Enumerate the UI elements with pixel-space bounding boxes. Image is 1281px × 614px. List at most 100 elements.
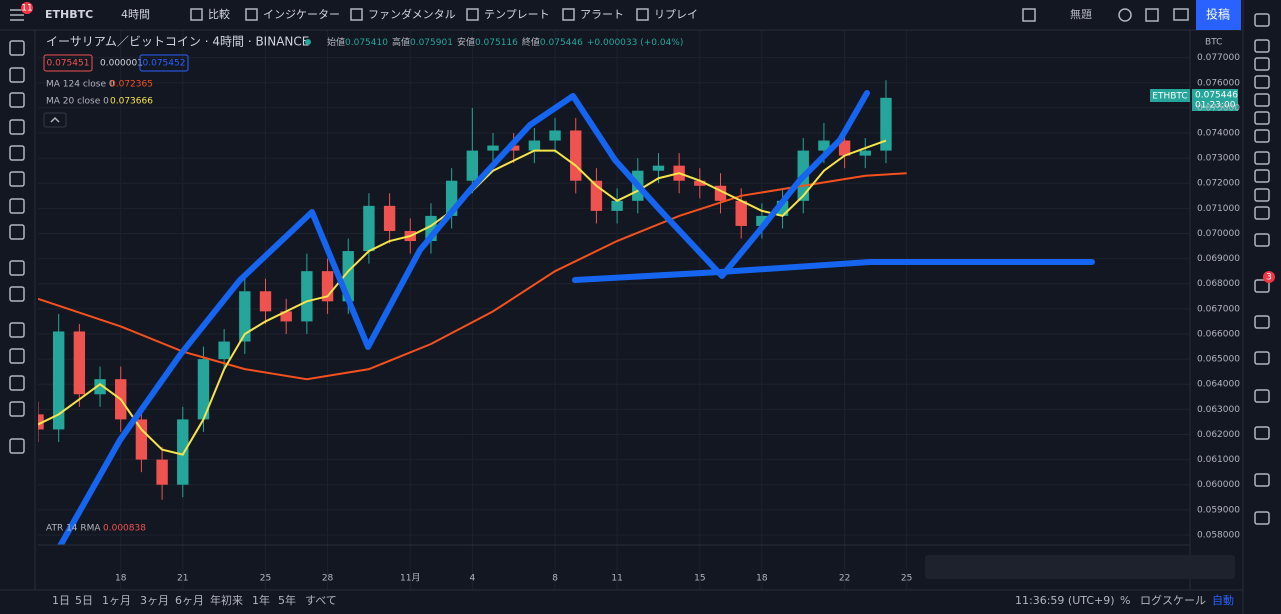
- sidebar-icon[interactable]: [1254, 315, 1270, 329]
- sidebar-icon[interactable]: [1254, 206, 1270, 220]
- tool-icon[interactable]: [9, 67, 25, 83]
- y-tick-label: 0.075000: [1197, 103, 1240, 113]
- auto-toggle[interactable]: 自動: [1212, 593, 1234, 607]
- ohlc-label: 終値: [522, 36, 540, 48]
- candle-body: [239, 291, 251, 342]
- sidebar-icon[interactable]: [1254, 351, 1270, 365]
- range-button[interactable]: 1日: [52, 594, 70, 607]
- sidebar-icon[interactable]: [1254, 473, 1270, 487]
- symbol[interactable]: ETHBTC: [45, 8, 93, 21]
- x-tick-label: 25: [901, 574, 912, 584]
- range-button[interactable]: 1ヶ月: [102, 594, 131, 607]
- range-button[interactable]: 5年: [278, 593, 296, 607]
- toolbar-item[interactable]: テンプレート: [484, 8, 550, 21]
- toolbar-item[interactable]: ファンダメンタル: [368, 7, 456, 21]
- candle-body: [611, 200, 623, 211]
- indicator-value: 0.072365: [110, 80, 153, 90]
- collapse-button[interactable]: [43, 112, 67, 128]
- currency[interactable]: BTC: [1205, 38, 1222, 48]
- percent-toggle[interactable]: %: [1120, 594, 1130, 607]
- sidebar-icon[interactable]: [1254, 188, 1270, 202]
- range-button[interactable]: 年初来: [210, 593, 243, 607]
- range-button[interactable]: すべて: [305, 594, 337, 607]
- candle-body: [445, 180, 458, 216]
- range-button[interactable]: 6ヶ月: [175, 594, 204, 607]
- sidebar-icon[interactable]: [1254, 111, 1270, 125]
- tool-icon[interactable]: [9, 171, 25, 187]
- y-tick-label: 0.069000: [1197, 254, 1240, 264]
- tool-icon[interactable]: [9, 322, 25, 338]
- clock: 11:36:59 (UTC+9): [1015, 594, 1115, 607]
- ask-box[interactable]: [139, 54, 189, 72]
- ask[interactable]: 0.075452: [143, 59, 186, 69]
- bid-box[interactable]: [43, 54, 93, 72]
- sidebar-icon[interactable]: [1254, 279, 1270, 293]
- tool-icon[interactable]: [9, 119, 25, 135]
- chart-title: イーサリアム／ビットコイン · 4時間 · BINANCE: [46, 35, 309, 49]
- sidebar-icon[interactable]: [1254, 426, 1270, 440]
- tool-icon[interactable]: [9, 224, 25, 240]
- sidebar-icon[interactable]: [1254, 75, 1270, 89]
- range-button[interactable]: 1年: [252, 593, 270, 607]
- atr-value: 0.000838: [103, 524, 146, 534]
- tool-icon[interactable]: [9, 375, 25, 391]
- sidebar-icon[interactable]: [1254, 511, 1270, 525]
- item-icon[interactable]: [562, 8, 575, 21]
- interval[interactable]: 4時間: [121, 8, 150, 21]
- ohlc-value: 0.075116: [475, 38, 518, 48]
- item-icon[interactable]: [466, 8, 479, 21]
- tool-icon[interactable]: [9, 92, 25, 108]
- sidebar-icon[interactable]: [1254, 151, 1270, 165]
- layout-name[interactable]: 無題: [1070, 7, 1092, 21]
- item-icon[interactable]: [245, 8, 258, 21]
- sidebar-icon[interactable]: [1254, 39, 1270, 53]
- range-button[interactable]: 3ヶ月: [140, 594, 169, 607]
- indicator-value: 0.073666: [110, 97, 153, 107]
- toolbar-item[interactable]: リプレイ: [654, 8, 698, 21]
- toolbar-item[interactable]: アラート: [580, 8, 624, 21]
- tool-icon[interactable]: [9, 145, 25, 161]
- candle-body: [218, 341, 230, 360]
- ohlc-label: 始値: [327, 36, 345, 48]
- item-icon[interactable]: [636, 8, 649, 21]
- tool-icon[interactable]: [9, 438, 25, 454]
- sidebar-icon[interactable]: [1254, 233, 1270, 247]
- sidebar-icon[interactable]: [1254, 389, 1270, 403]
- tag-timer: 01:23:00: [1195, 101, 1236, 111]
- candle-body: [52, 331, 65, 430]
- badge-text: 3: [1266, 273, 1272, 283]
- candle-body: [487, 145, 499, 151]
- snapshot-icon[interactable]: [1173, 8, 1189, 21]
- sidebar-icon[interactable]: [1254, 13, 1270, 27]
- publish-button[interactable]: [1196, 0, 1241, 30]
- settings-icon[interactable]: [1118, 8, 1132, 22]
- fullscreen-icon[interactable]: [1145, 8, 1159, 22]
- tool-icon[interactable]: [9, 286, 25, 302]
- toolbar-item[interactable]: 比較: [208, 7, 230, 21]
- ohlc-value: 0.075410: [345, 38, 388, 48]
- chevron[interactable]: [50, 116, 60, 123]
- change: +0.000033 (+0.04%): [587, 38, 684, 48]
- tool-icon[interactable]: [9, 40, 25, 56]
- tool-icon[interactable]: [9, 401, 25, 417]
- sidebar-icon[interactable]: [1254, 93, 1270, 107]
- sidebar-icon[interactable]: [1254, 129, 1270, 143]
- drawing-toolbar[interactable]: [925, 555, 1235, 579]
- bid[interactable]: 0.075451: [47, 59, 90, 69]
- layout-icon[interactable]: [1022, 8, 1036, 22]
- item-icon[interactable]: [350, 8, 363, 21]
- publish-label[interactable]: 投稿: [1206, 7, 1230, 22]
- sidebar-icon[interactable]: [1254, 57, 1270, 71]
- log-toggle[interactable]: ログスケール: [1140, 593, 1206, 607]
- candle-body: [590, 180, 603, 211]
- toolbar-item[interactable]: インジケーター: [263, 8, 340, 21]
- item-icon[interactable]: [190, 8, 203, 21]
- ohlc-label: 安値: [457, 36, 475, 48]
- tool-icon[interactable]: [9, 198, 25, 214]
- badge-text: 11: [21, 4, 32, 14]
- tool-icon[interactable]: [9, 348, 25, 364]
- tool-icon[interactable]: [9, 260, 25, 276]
- sidebar-icon[interactable]: [1254, 169, 1270, 183]
- range-button[interactable]: 5日: [75, 594, 93, 607]
